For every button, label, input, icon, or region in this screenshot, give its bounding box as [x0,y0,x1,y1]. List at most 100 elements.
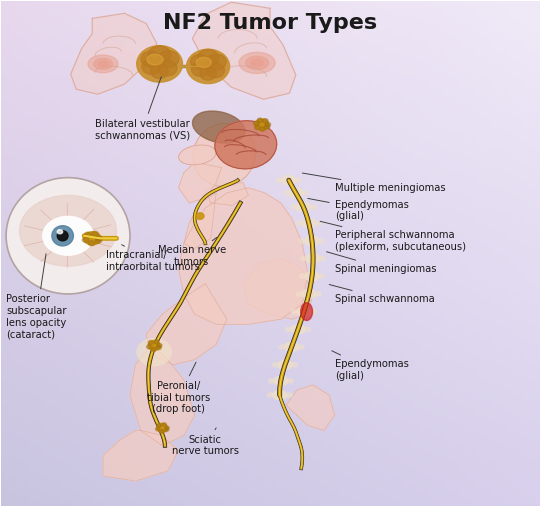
Ellipse shape [57,230,63,234]
Polygon shape [178,188,308,324]
Ellipse shape [287,378,294,383]
Ellipse shape [89,241,94,246]
Ellipse shape [300,256,307,261]
Polygon shape [71,13,157,94]
Ellipse shape [296,221,302,226]
Text: Intracranial/
intraorbital tumors: Intracranial/ intraorbital tumors [106,245,200,272]
Ellipse shape [19,195,117,266]
Ellipse shape [84,232,101,245]
Ellipse shape [207,54,226,70]
Ellipse shape [273,376,288,386]
Ellipse shape [137,46,183,82]
Ellipse shape [306,254,321,264]
Ellipse shape [88,55,118,73]
Ellipse shape [291,204,297,209]
Ellipse shape [96,236,103,241]
Ellipse shape [301,289,316,299]
Ellipse shape [147,54,163,65]
Text: Spinal meningiomas: Spinal meningiomas [327,252,436,274]
Polygon shape [103,430,178,481]
Ellipse shape [179,145,216,165]
Ellipse shape [206,63,225,78]
Ellipse shape [148,341,160,350]
Ellipse shape [310,204,316,209]
Ellipse shape [262,119,268,123]
Text: Bilateral vestibular
schwannomas (VS): Bilateral vestibular schwannomas (VS) [95,77,190,140]
Polygon shape [146,284,227,365]
Ellipse shape [286,392,293,397]
Ellipse shape [192,111,245,143]
Ellipse shape [272,362,279,367]
Ellipse shape [281,175,296,185]
Ellipse shape [276,177,282,183]
Ellipse shape [267,392,273,397]
Ellipse shape [141,51,161,67]
Ellipse shape [283,190,289,195]
Ellipse shape [265,125,270,129]
Ellipse shape [305,236,320,246]
Ellipse shape [255,125,260,130]
Ellipse shape [319,238,325,243]
Ellipse shape [284,342,299,352]
Ellipse shape [156,427,160,431]
Ellipse shape [92,231,98,236]
Ellipse shape [239,52,275,74]
Ellipse shape [160,430,164,433]
Polygon shape [130,345,194,446]
Ellipse shape [162,423,166,426]
Ellipse shape [291,324,306,335]
Ellipse shape [310,309,317,314]
Polygon shape [243,259,313,319]
Ellipse shape [196,213,204,220]
Ellipse shape [265,122,271,127]
Ellipse shape [98,61,108,67]
Ellipse shape [315,221,322,226]
Ellipse shape [253,121,259,126]
Ellipse shape [288,188,303,198]
Text: Posterior
subscapular
lens opacity
(cataract): Posterior subscapular lens opacity (cata… [6,254,66,339]
Ellipse shape [151,64,168,79]
Text: Peronial/
tibial tumors
(drop foot): Peronial/ tibial tumors (drop foot) [147,362,210,414]
Ellipse shape [84,232,91,237]
Ellipse shape [157,423,167,432]
Polygon shape [178,162,221,203]
Text: Sciatic
nerve tumors: Sciatic nerve tumors [172,428,239,456]
Ellipse shape [43,216,93,256]
Ellipse shape [296,307,312,317]
Ellipse shape [298,345,305,349]
Ellipse shape [148,46,171,64]
Ellipse shape [246,56,268,69]
Ellipse shape [291,309,298,314]
Polygon shape [286,385,335,430]
Ellipse shape [154,340,159,344]
Ellipse shape [148,341,153,345]
Text: NF2 Tumor Types: NF2 Tumor Types [163,13,377,33]
Ellipse shape [83,237,89,242]
Text: Multiple meningiomas: Multiple meningiomas [302,173,446,193]
Text: Peripheral schwannoma
(plexiform, subcutaneous): Peripheral schwannoma (plexiform, subcut… [320,221,465,251]
Ellipse shape [260,127,265,131]
Ellipse shape [196,57,211,67]
Ellipse shape [292,362,298,367]
Ellipse shape [268,378,274,383]
Ellipse shape [151,347,156,351]
Ellipse shape [296,202,311,212]
Ellipse shape [299,238,306,243]
Ellipse shape [296,292,302,297]
Text: Median nerve
tumors: Median nerve tumors [158,237,226,267]
Ellipse shape [257,118,262,123]
Ellipse shape [158,51,179,67]
Ellipse shape [279,345,285,349]
Ellipse shape [191,54,209,69]
Ellipse shape [285,327,292,332]
Ellipse shape [301,303,313,320]
Text: Ependymomas
(glial): Ependymomas (glial) [308,198,408,222]
Ellipse shape [251,59,264,66]
Ellipse shape [215,121,276,169]
Ellipse shape [255,119,269,130]
Ellipse shape [186,49,230,84]
Ellipse shape [157,423,161,427]
Ellipse shape [305,271,320,281]
Ellipse shape [147,345,152,349]
Ellipse shape [301,218,316,228]
